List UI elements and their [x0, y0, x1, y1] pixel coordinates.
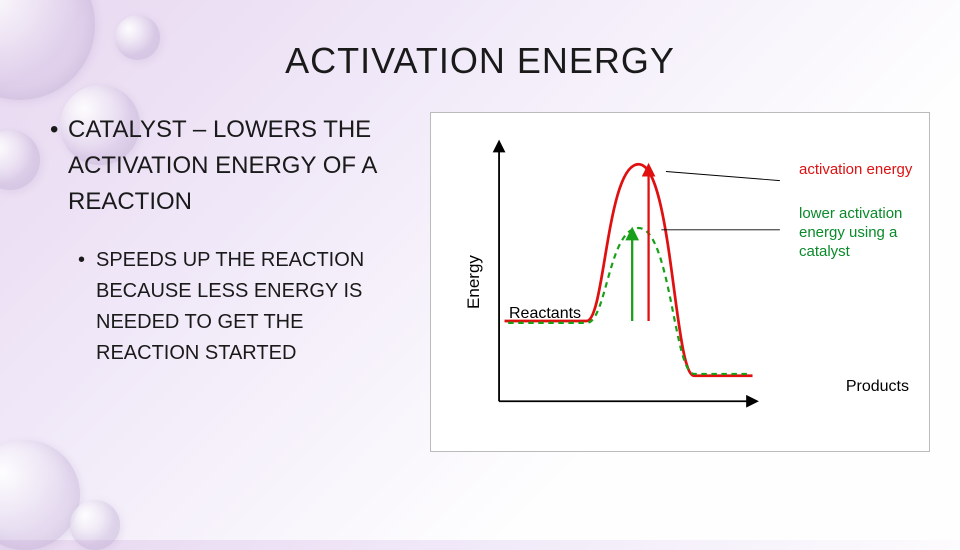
uncatalyzed-curve — [505, 164, 753, 376]
chart-column: Energy — [430, 112, 930, 452]
slide-container: ACTIVATION ENERGY CATALYST – LOWERS THE … — [0, 0, 960, 540]
catalyzed-curve — [508, 228, 749, 374]
callout-line-activation — [666, 172, 780, 181]
activation-energy-label: activation energy — [799, 161, 919, 178]
slide-title: ACTIVATION ENERGY — [50, 40, 910, 82]
text-column: CATALYST – LOWERS THE ACTIVATION ENERGY … — [50, 112, 410, 452]
bullet-level-1: CATALYST – LOWERS THE ACTIVATION ENERGY … — [50, 112, 410, 220]
lower-activation-label: lower activation energy using a catalyst — [799, 205, 919, 261]
products-label: Products — [846, 378, 909, 396]
energy-diagram: Energy — [430, 112, 930, 452]
reactants-label: Reactants — [509, 305, 581, 323]
bullet-level-2: SPEEDS UP THE REACTION BECAUSE LESS ENER… — [78, 245, 410, 369]
chart-svg — [479, 125, 789, 435]
content-row: CATALYST – LOWERS THE ACTIVATION ENERGY … — [50, 112, 910, 452]
